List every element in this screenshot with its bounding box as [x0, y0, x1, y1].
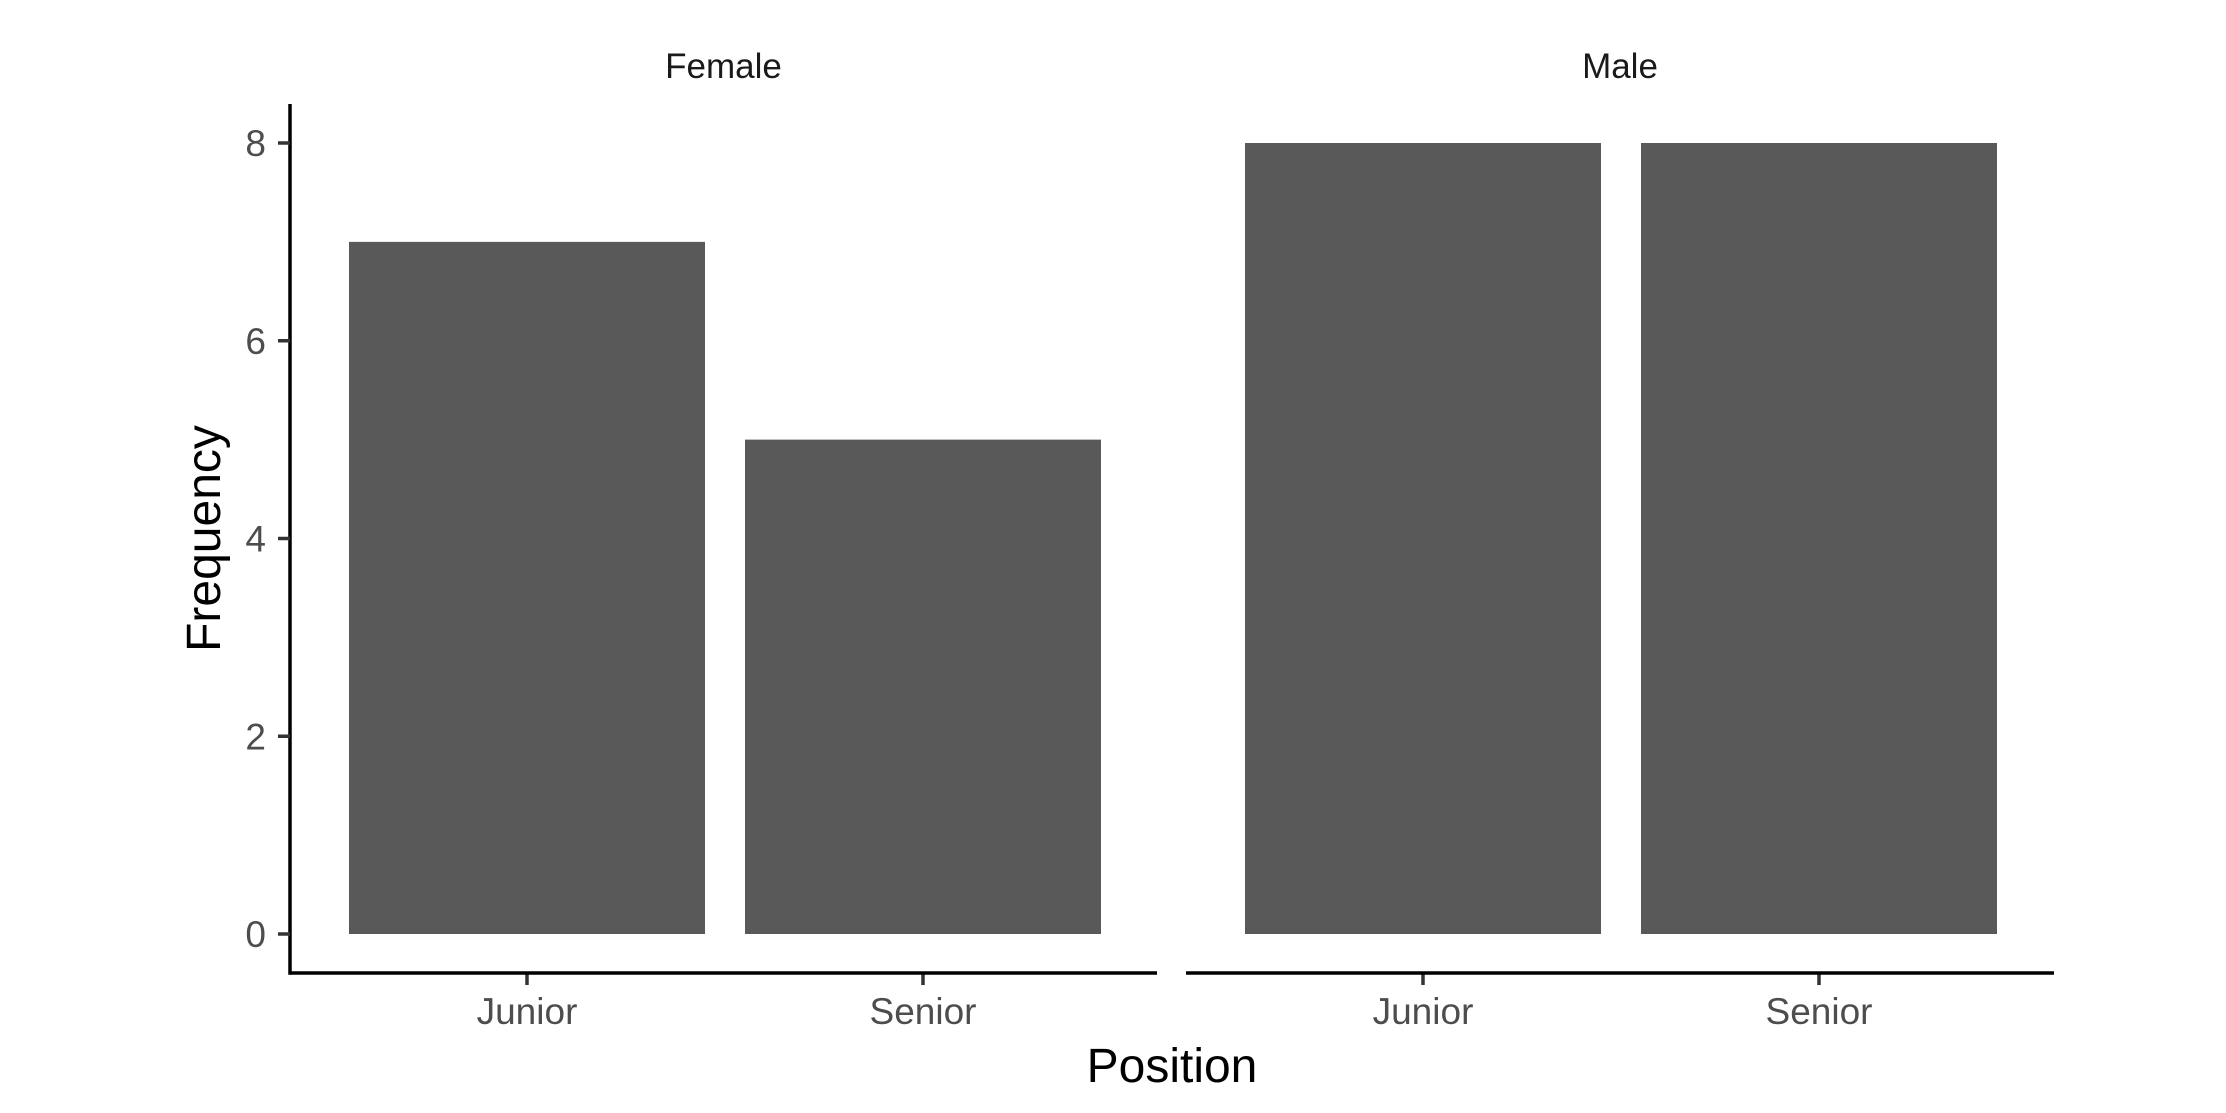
- facet-strip-label: Female: [665, 47, 782, 86]
- y-tick-label: 8: [245, 123, 266, 164]
- x-tick-label: Senior: [870, 991, 977, 1032]
- y-tick-label: 2: [245, 716, 266, 757]
- y-axis-title: Frequency: [178, 425, 231, 652]
- bar-female-senior: [745, 439, 1101, 934]
- bar-female-junior: [349, 241, 705, 934]
- bar-male-junior: [1245, 143, 1601, 934]
- y-axis: 0 2 4 6 8: [245, 104, 292, 975]
- y-tick-label: 4: [245, 519, 266, 560]
- x-axis-title: Position: [1087, 1040, 1258, 1093]
- facet-panel-male: Male Junior Senior: [1186, 47, 2054, 1032]
- x-tick-label: Junior: [477, 991, 578, 1032]
- x-tick-label: Junior: [1373, 991, 1474, 1032]
- y-tick-label: 6: [245, 321, 266, 362]
- bar-male-senior: [1641, 143, 1997, 934]
- facet-panel-female: Female Junior Senior: [290, 47, 1157, 1032]
- facet-panels: Female Junior Senior Male Junior Senior: [290, 47, 2054, 1032]
- facet-strip-label: Male: [1582, 47, 1658, 86]
- y-tick-label: 0: [245, 914, 266, 955]
- x-tick-label: Senior: [1766, 991, 1873, 1032]
